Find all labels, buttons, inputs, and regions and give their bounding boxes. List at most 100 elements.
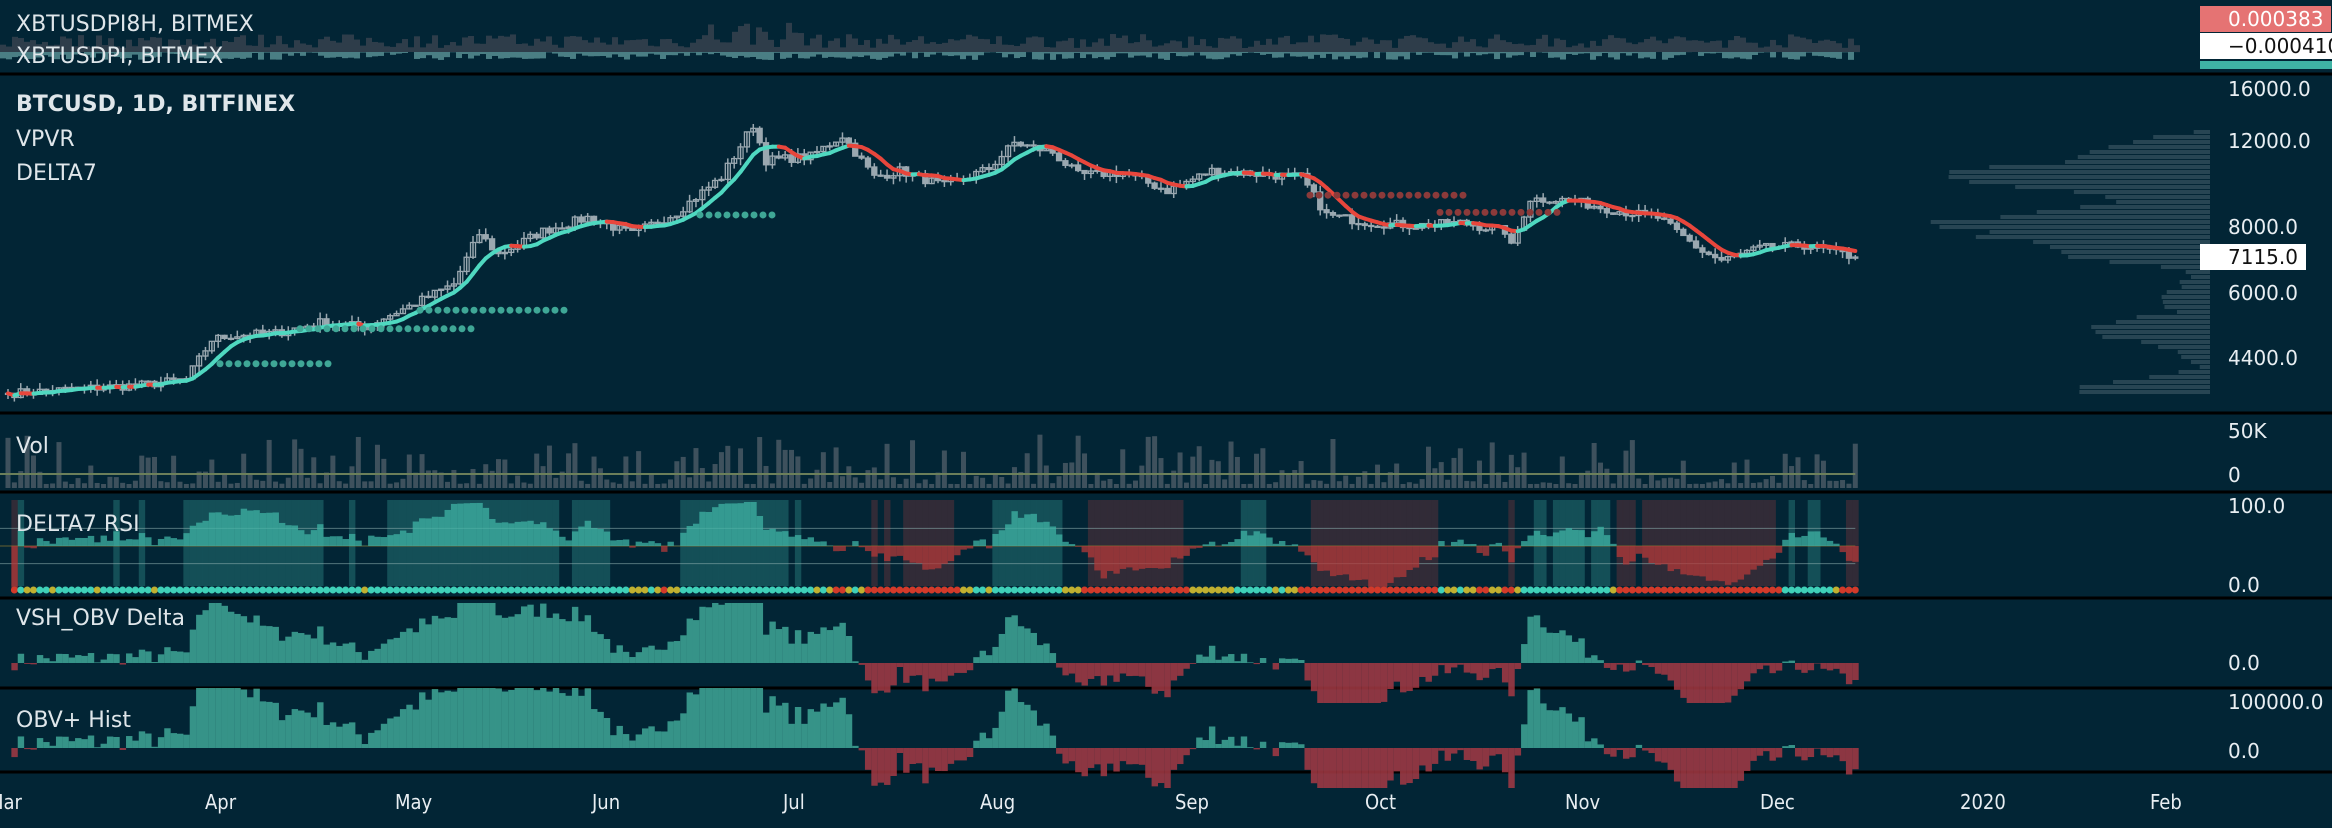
rsi-dot <box>1170 586 1178 594</box>
vpvr-bar <box>2176 310 2210 314</box>
obv-hist-area <box>979 732 987 748</box>
funding-bar <box>1116 52 1122 54</box>
rsi-area <box>712 507 719 546</box>
funding-bar <box>210 52 216 59</box>
level-dot <box>323 325 331 333</box>
volume-bar <box>253 479 259 488</box>
funding-bar <box>1722 47 1728 52</box>
candle-body <box>699 189 706 201</box>
vsh-obv-area <box>1559 630 1566 663</box>
candle-body <box>1699 247 1706 253</box>
rsi-area <box>1030 513 1037 546</box>
rsi-area <box>1043 521 1050 546</box>
rsi-area <box>871 546 878 557</box>
candle-body <box>418 295 426 307</box>
rsi-area <box>1731 546 1738 583</box>
volume-bar <box>1464 480 1470 488</box>
vsh-obv-area <box>1030 632 1037 663</box>
vsh-obv-area <box>992 646 999 663</box>
vsh-obv-area <box>1807 663 1815 671</box>
candle-body <box>1705 251 1712 256</box>
rsi-area <box>132 539 139 546</box>
rsi-dot <box>1609 586 1617 594</box>
pane-title-obv-hist[interactable]: OBV+ Hist <box>16 708 131 733</box>
vsh-obv-area <box>1138 663 1146 677</box>
rsi-area <box>1610 543 1617 546</box>
vsh-obv-area <box>1782 661 1789 663</box>
candle-body <box>1750 246 1757 252</box>
rsi-area <box>769 528 776 546</box>
funding-bar <box>726 52 732 57</box>
volume-bar <box>1400 483 1406 488</box>
vsh-obv-area <box>839 622 846 663</box>
volume-bar <box>782 449 788 488</box>
candle-body <box>1724 255 1732 261</box>
vol-axis-label: 50K <box>2228 419 2267 443</box>
candle-body <box>457 270 464 285</box>
rsi-area <box>457 503 464 546</box>
rsi-area <box>1081 546 1088 553</box>
rsi-area <box>431 516 439 546</box>
funding-bar <box>378 52 384 56</box>
funding-bar <box>1056 41 1062 52</box>
rsi-zone <box>1693 500 1700 586</box>
vsh-obv-area <box>1189 663 1197 664</box>
vsh-obv-area <box>30 663 37 665</box>
volume-bar <box>1018 471 1024 488</box>
level-dot <box>1526 208 1534 216</box>
indicator-delta7[interactable]: DELTA7 <box>16 161 97 186</box>
rsi-area <box>1501 546 1509 552</box>
funding-bar <box>900 44 906 52</box>
pane-title-vol[interactable]: Vol <box>16 434 49 459</box>
rsi-dot <box>641 586 649 594</box>
candle-body <box>1068 164 1075 167</box>
funding-bar <box>768 52 774 60</box>
funding-bar <box>876 52 882 60</box>
rsi-dot <box>1151 586 1159 594</box>
funding-bar <box>1848 38 1854 52</box>
volume-bar <box>1228 441 1234 488</box>
candle-body <box>533 233 540 239</box>
candle-body <box>743 131 751 148</box>
vsh-obv-area <box>310 638 318 663</box>
vsh-obv-area <box>680 635 687 663</box>
volume-bar <box>597 468 603 488</box>
rsi-zone <box>1157 500 1165 586</box>
volume-bar <box>1190 456 1196 488</box>
symbol-title[interactable]: BTCUSD, 1D, BITFINEX <box>16 92 296 117</box>
indicator-vpvr[interactable]: VPVR <box>16 127 75 152</box>
rsi-dot <box>151 586 159 594</box>
rsi-area <box>106 540 114 546</box>
rsi-dot <box>386 586 394 594</box>
vpvr-bar <box>2166 290 2210 294</box>
candle-body <box>1336 214 1343 217</box>
obv-hist-area <box>998 711 1006 748</box>
vsh-obv-area <box>1724 663 1732 703</box>
funding-bar <box>582 40 588 52</box>
funding-bar <box>1176 52 1182 57</box>
rsi-area <box>176 539 184 546</box>
rsi-dot <box>291 586 299 594</box>
candle-body <box>578 216 585 223</box>
funding-bar <box>384 52 390 53</box>
funding-bar <box>1386 52 1392 60</box>
obv-hist-area <box>1132 748 1139 765</box>
vsh-obv-area <box>1616 663 1624 665</box>
vpvr-bar <box>2178 370 2210 374</box>
funding-bar <box>1128 52 1134 58</box>
pane-title-vsh-obv[interactable]: VSH_OBV Delta <box>16 606 186 631</box>
volume-bar <box>1317 480 1323 488</box>
rsi-area <box>1170 546 1178 558</box>
vsh-obv-area <box>1457 663 1464 665</box>
rsi-area <box>1266 537 1273 546</box>
funding-bar <box>312 47 318 52</box>
volume-bar <box>871 467 877 488</box>
vsh-obv-area <box>597 634 604 663</box>
obv-hist-area <box>667 721 674 748</box>
volume-bar <box>769 483 775 488</box>
volume-bar <box>171 455 177 488</box>
rsi-dot <box>335 586 343 594</box>
pane-title-rsi[interactable]: DELTA7 RSI <box>16 512 140 537</box>
vsh-obv-area <box>1145 663 1152 687</box>
